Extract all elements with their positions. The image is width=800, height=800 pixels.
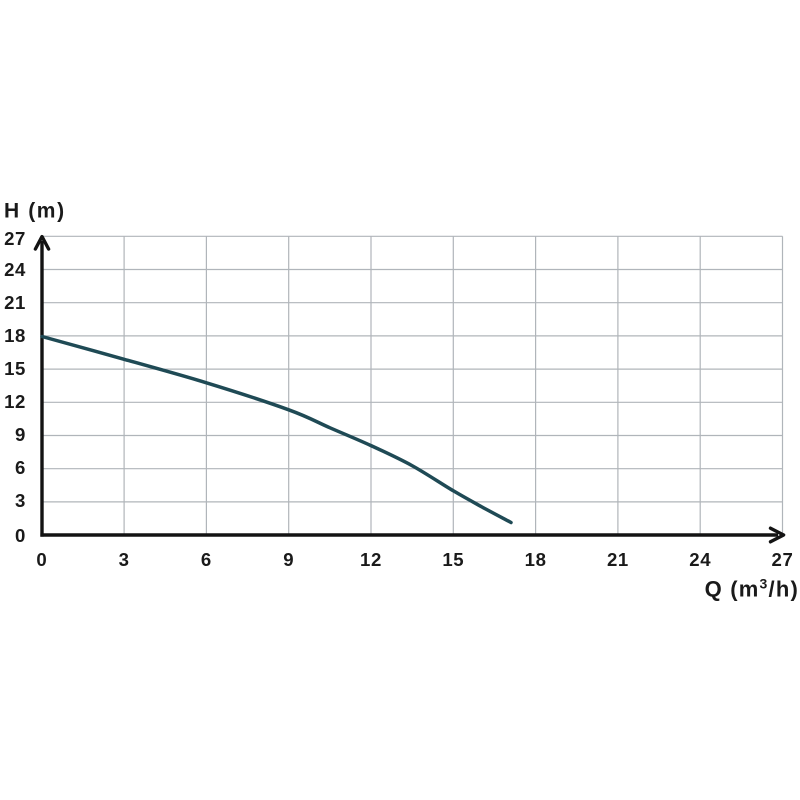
svg-text:18: 18	[4, 325, 26, 346]
svg-text:24: 24	[4, 259, 26, 280]
svg-text:0: 0	[36, 549, 47, 570]
svg-text:Q (m3/h): Q (m3/h)	[705, 576, 799, 602]
svg-text:6: 6	[15, 457, 26, 478]
svg-text:27: 27	[4, 228, 26, 249]
svg-text:15: 15	[4, 358, 26, 379]
svg-text:6: 6	[201, 549, 212, 570]
svg-text:H (m): H (m)	[4, 200, 66, 223]
svg-text:9: 9	[15, 424, 26, 445]
svg-text:12: 12	[4, 391, 26, 412]
svg-text:24: 24	[689, 549, 711, 570]
svg-text:21: 21	[607, 549, 629, 570]
svg-text:21: 21	[4, 292, 26, 313]
svg-text:18: 18	[525, 549, 547, 570]
svg-text:0: 0	[15, 525, 26, 546]
svg-text:27: 27	[772, 549, 794, 570]
svg-text:15: 15	[442, 549, 464, 570]
svg-text:3: 3	[15, 490, 26, 511]
svg-text:9: 9	[283, 549, 294, 570]
svg-text:3: 3	[119, 549, 130, 570]
svg-text:12: 12	[360, 549, 382, 570]
